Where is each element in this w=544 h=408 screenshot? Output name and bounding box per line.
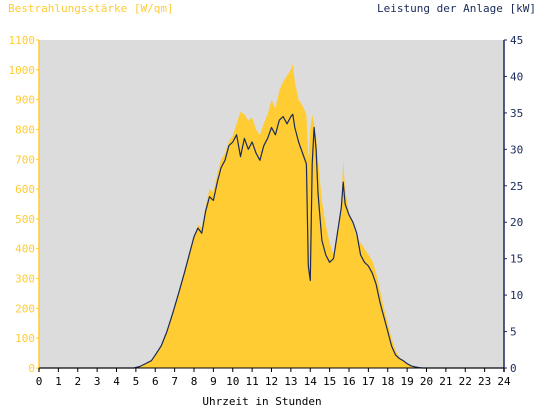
x-tick-label: 19 xyxy=(401,375,414,388)
left-tick-label: 700 xyxy=(15,153,35,166)
x-tick-label: 4 xyxy=(113,375,120,388)
x-tick-label: 1 xyxy=(55,375,62,388)
x-tick-label: 10 xyxy=(226,375,239,388)
left-tick-label: 100 xyxy=(15,332,35,345)
left-tick-label: 1100 xyxy=(9,34,36,47)
irradiance-area xyxy=(39,63,504,369)
x-tick-label: 22 xyxy=(459,375,472,388)
left-tick-label: 0 xyxy=(28,362,35,375)
x-tick-label: 7 xyxy=(171,375,178,388)
x-tick-label: 17 xyxy=(362,375,375,388)
x-tick-label: 9 xyxy=(210,375,217,388)
right-tick-label: 45 xyxy=(510,34,523,47)
left-tick-label: 900 xyxy=(15,94,35,107)
right-tick-label: 40 xyxy=(510,70,523,83)
x-tick-label: 15 xyxy=(323,375,336,388)
x-tick-label: 8 xyxy=(191,375,198,388)
left-tick-label: 500 xyxy=(15,213,35,226)
x-tick-label: 18 xyxy=(381,375,394,388)
series-layer xyxy=(39,63,504,369)
x-tick-label: 13 xyxy=(284,375,297,388)
left-tick-label: 1000 xyxy=(9,64,36,77)
left-axis-title: Bestrahlungsstärke [W/qm] xyxy=(8,2,174,15)
x-tick-label: 3 xyxy=(94,375,101,388)
right-axis-title: Leistung der Anlage [kW] xyxy=(377,2,536,15)
x-axis-title: Uhrzeit in Stunden xyxy=(202,395,321,408)
left-tick-label: 300 xyxy=(15,273,35,286)
x-tick-label: 2 xyxy=(74,375,81,388)
power-line xyxy=(39,113,504,369)
x-tick-label: 14 xyxy=(304,375,318,388)
right-tick-label: 25 xyxy=(510,180,523,193)
x-tick-label: 23 xyxy=(478,375,491,388)
right-tick-label: 10 xyxy=(510,289,523,302)
left-tick-label: 200 xyxy=(15,302,35,315)
x-tick-label: 11 xyxy=(246,375,259,388)
x-tick-label: 21 xyxy=(439,375,452,388)
x-tick-label: 6 xyxy=(152,375,159,388)
right-tick-label: 0 xyxy=(510,362,517,375)
right-tick-label: 20 xyxy=(510,216,523,229)
right-tick-label: 5 xyxy=(510,326,517,339)
left-tick-label: 600 xyxy=(15,183,35,196)
x-tick-label: 24 xyxy=(497,375,511,388)
x-tick-label: 16 xyxy=(342,375,355,388)
x-tick-label: 5 xyxy=(133,375,140,388)
x-tick-label: 20 xyxy=(420,375,433,388)
right-tick-label: 30 xyxy=(510,143,523,156)
left-tick-label: 800 xyxy=(15,123,35,136)
right-tick-label: 15 xyxy=(510,253,523,266)
x-tick-label: 0 xyxy=(36,375,43,388)
x-tick-label: 12 xyxy=(265,375,278,388)
right-tick-label: 35 xyxy=(510,107,523,120)
ticks-layer: 0100200300400500600700800900100011000510… xyxy=(9,34,524,388)
left-tick-label: 400 xyxy=(15,243,35,256)
